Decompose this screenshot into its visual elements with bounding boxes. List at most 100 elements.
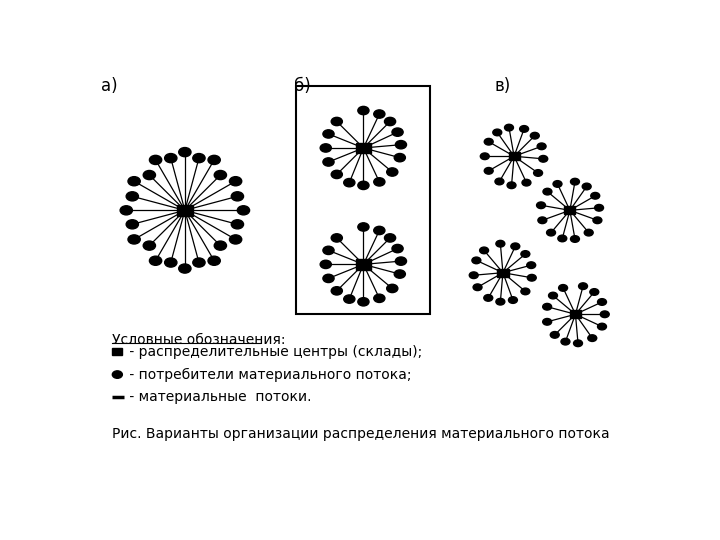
Circle shape [128, 235, 140, 244]
Circle shape [331, 234, 343, 242]
Circle shape [395, 140, 407, 149]
Circle shape [480, 247, 489, 254]
Circle shape [384, 234, 395, 242]
Circle shape [150, 156, 162, 165]
Bar [564, 206, 575, 214]
Circle shape [582, 183, 591, 190]
Bar [112, 348, 122, 355]
Circle shape [584, 230, 593, 236]
Circle shape [208, 156, 220, 165]
Circle shape [150, 256, 162, 265]
Circle shape [543, 188, 552, 195]
Circle shape [165, 153, 177, 163]
Circle shape [179, 147, 191, 157]
Circle shape [600, 311, 609, 318]
Circle shape [331, 117, 343, 126]
Circle shape [208, 256, 220, 265]
Circle shape [553, 180, 562, 187]
Circle shape [521, 288, 530, 295]
Circle shape [559, 285, 567, 291]
Circle shape [480, 153, 490, 160]
Circle shape [320, 144, 331, 152]
Circle shape [485, 167, 493, 174]
Text: а): а) [101, 77, 118, 95]
Circle shape [473, 284, 482, 291]
Circle shape [598, 323, 606, 330]
Circle shape [343, 295, 355, 303]
Circle shape [358, 298, 369, 306]
Circle shape [323, 246, 334, 254]
Circle shape [143, 241, 156, 250]
Circle shape [215, 171, 227, 180]
Circle shape [387, 168, 398, 176]
Circle shape [323, 158, 334, 166]
Circle shape [323, 130, 334, 138]
Circle shape [331, 287, 343, 295]
Circle shape [472, 257, 481, 264]
Circle shape [320, 260, 331, 268]
Circle shape [469, 272, 478, 279]
Circle shape [238, 206, 250, 215]
Circle shape [496, 240, 505, 247]
Circle shape [374, 110, 385, 118]
Circle shape [374, 178, 385, 186]
Circle shape [392, 245, 403, 253]
Circle shape [591, 192, 600, 199]
Circle shape [539, 156, 548, 162]
Circle shape [531, 132, 539, 139]
Circle shape [323, 274, 334, 282]
Circle shape [561, 338, 570, 345]
Circle shape [549, 292, 557, 299]
Circle shape [231, 220, 243, 229]
Bar [177, 205, 193, 216]
Circle shape [522, 179, 531, 186]
Circle shape [387, 284, 398, 293]
Text: б): б) [294, 77, 310, 95]
Circle shape [384, 117, 395, 126]
Circle shape [126, 192, 138, 201]
Text: Условные обозначения:: Условные обозначения: [112, 333, 286, 347]
Circle shape [546, 230, 556, 236]
Circle shape [543, 319, 552, 325]
Circle shape [588, 335, 597, 341]
Circle shape [496, 299, 505, 305]
Text: - материальные  потоки.: - материальные потоки. [125, 390, 312, 404]
Bar [356, 143, 371, 153]
Circle shape [358, 223, 369, 231]
Circle shape [179, 264, 191, 273]
Circle shape [510, 243, 520, 249]
Circle shape [495, 178, 504, 185]
Bar [570, 310, 581, 319]
Circle shape [550, 332, 559, 338]
Circle shape [593, 217, 602, 224]
Circle shape [165, 258, 177, 267]
Circle shape [231, 192, 243, 201]
Circle shape [395, 257, 407, 265]
Circle shape [230, 177, 242, 186]
Circle shape [374, 294, 385, 302]
Circle shape [193, 258, 205, 267]
Circle shape [485, 138, 493, 145]
Circle shape [392, 128, 403, 136]
Bar [498, 268, 508, 277]
Circle shape [520, 126, 528, 132]
Circle shape [120, 206, 132, 215]
Circle shape [521, 251, 530, 258]
Circle shape [230, 235, 242, 244]
Bar [508, 152, 520, 160]
Circle shape [193, 153, 205, 163]
Circle shape [579, 283, 588, 289]
Circle shape [590, 289, 599, 295]
Circle shape [331, 170, 343, 179]
Circle shape [538, 217, 546, 224]
Circle shape [570, 178, 580, 185]
Circle shape [558, 235, 567, 242]
Circle shape [534, 170, 543, 176]
Circle shape [537, 143, 546, 150]
Circle shape [128, 177, 140, 186]
Circle shape [395, 153, 405, 162]
Circle shape [112, 371, 122, 379]
Text: - распределительные центры (склады);: - распределительные центры (склады); [125, 345, 423, 359]
Circle shape [505, 124, 513, 131]
Circle shape [126, 220, 138, 229]
